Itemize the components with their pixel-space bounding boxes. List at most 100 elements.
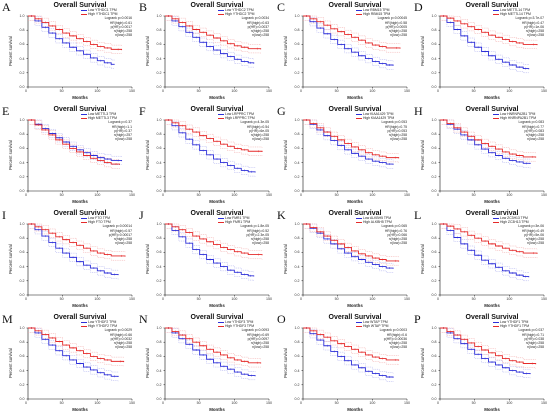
x-tick-label: 100 bbox=[369, 401, 376, 405]
legend-entry: High ZC3H13 TPM bbox=[493, 220, 545, 224]
y-axis-label: Percent survival bbox=[283, 348, 288, 378]
y-tick-label: 1.0 bbox=[156, 326, 162, 330]
panel-c: 0.0 0.2 0.4 0.6 0.8 1.0 0 50 100 150 C Overall Surv… bbox=[275, 0, 412, 104]
y-axis-label: Percent survival bbox=[145, 140, 150, 170]
series-line-low bbox=[165, 327, 256, 377]
series-line-high bbox=[28, 119, 120, 165]
legend-entry: High LRPPRC TPM bbox=[218, 116, 270, 120]
legend-label: Low ZC3H13 TPM bbox=[500, 216, 528, 220]
stat-line: p(HR)=0.066 bbox=[387, 232, 407, 237]
panel-i: 0.0 0.2 0.4 0.6 0.8 1.0 0 50 100 150 I Overall Surv… bbox=[0, 208, 137, 312]
panel-letter: E bbox=[2, 104, 10, 118]
y-tick-label: 0.0 bbox=[19, 397, 25, 401]
stat-line: n(low)=258 bbox=[115, 241, 132, 246]
legend-entry: High METTL14 TPM bbox=[493, 12, 545, 16]
x-tick-label: 0 bbox=[300, 193, 302, 197]
panel-f: 0.0 0.2 0.4 0.6 0.8 1.0 0 50 100 150 F Overall Surv… bbox=[137, 104, 274, 208]
confidence-band-low bbox=[440, 228, 529, 282]
y-tick-label: 0.2 bbox=[156, 174, 162, 179]
legend-entry: High ALKBH5 TPM bbox=[356, 220, 408, 224]
confidence-band-high bbox=[28, 332, 124, 367]
stat-line: n(high)=258 bbox=[250, 237, 269, 242]
confidence-band-low bbox=[303, 223, 394, 265]
legend-label: Low YTHDC2 TPM bbox=[225, 8, 254, 12]
x-axis-label: Months bbox=[484, 95, 500, 100]
survival-plot bbox=[301, 327, 408, 401]
legend-swatch bbox=[81, 321, 87, 323]
stat-line: n(low)=258 bbox=[115, 137, 132, 142]
y-tick-label: 0.4 bbox=[156, 264, 162, 269]
stat-line: n(high)=258 bbox=[388, 237, 407, 242]
series-line-low bbox=[28, 223, 119, 276]
legend-swatch bbox=[493, 117, 499, 119]
legend: Low ZC3H13 TPM High ZC3H13 TPM Logrank p=3… bbox=[493, 216, 545, 245]
stat-line: n(low)=258 bbox=[527, 33, 544, 38]
x-tick-label: 100 bbox=[231, 401, 238, 405]
legend-swatch bbox=[493, 13, 499, 15]
x-tick-label: 150 bbox=[129, 401, 135, 405]
series-line-low bbox=[303, 327, 394, 378]
legend-entry: Low YTHDC2 TPM bbox=[218, 8, 270, 12]
y-tick-label: 0.4 bbox=[156, 160, 162, 165]
stat-line: Logrank p=0.065 bbox=[381, 224, 407, 229]
confidence-band-high bbox=[440, 15, 538, 41]
x-tick-label: 0 bbox=[437, 297, 439, 301]
panel-a: 0.0 0.2 0.4 0.6 0.8 1.0 0 50 100 150 A Overall Surv… bbox=[0, 0, 137, 104]
stat-line: p(HR)=6e-05 bbox=[249, 128, 269, 133]
y-tick-label: 0.4 bbox=[19, 56, 25, 61]
y-axis-label: Percent survival bbox=[283, 244, 288, 274]
stat-line: n(low)=258 bbox=[390, 241, 407, 246]
x-axis-label: Months bbox=[209, 95, 225, 100]
legend-swatch bbox=[356, 321, 362, 323]
y-tick-label: 1.0 bbox=[19, 14, 25, 18]
confidence-band-low bbox=[165, 332, 256, 381]
confidence-band-high bbox=[440, 332, 536, 369]
confidence-band-low bbox=[303, 124, 394, 169]
legend-swatch bbox=[493, 221, 499, 223]
x-tick-label: 150 bbox=[129, 89, 135, 93]
panel-e: 0.0 0.2 0.4 0.6 0.8 1.0 0 50 100 150 E Overall Surv… bbox=[0, 104, 137, 208]
x-tick-label: 100 bbox=[369, 193, 376, 197]
series-line-high bbox=[28, 327, 125, 363]
y-tick-label: 0.0 bbox=[19, 85, 25, 89]
stat-line: n(high)=258 bbox=[388, 341, 407, 346]
legend: Low HNRNPA2B1 TPM High HNRNPA2B1 TPM Logra… bbox=[493, 112, 545, 141]
panel-letter: H bbox=[414, 104, 423, 118]
x-axis-label: Months bbox=[72, 407, 88, 412]
confidence-band-low bbox=[303, 327, 394, 374]
series-line-high bbox=[440, 327, 537, 365]
legend-label: High ZC3H13 TPM bbox=[500, 220, 529, 225]
x-tick-label: 150 bbox=[266, 297, 272, 301]
x-tick-label: 150 bbox=[541, 297, 547, 301]
y-tick-label: 0.0 bbox=[294, 397, 300, 401]
survival-plot bbox=[438, 223, 545, 297]
legend-entry: High YTHDF3 TPM bbox=[218, 324, 270, 328]
y-tick-label: 0.4 bbox=[19, 368, 25, 373]
y-tick-label: 0.6 bbox=[156, 146, 162, 151]
confidence-band-low bbox=[28, 223, 119, 271]
confidence-band-low bbox=[165, 20, 254, 68]
stat-line: n(low)=258 bbox=[390, 137, 407, 142]
confidence-band-low bbox=[28, 20, 115, 69]
y-tick-label: 0.4 bbox=[294, 56, 300, 61]
series-line-high bbox=[440, 119, 537, 158]
confidence-band-high bbox=[28, 228, 126, 261]
stat-line: Logrank p=0.0034 bbox=[241, 16, 269, 21]
legend-swatch bbox=[218, 117, 224, 119]
legend-swatch bbox=[81, 13, 87, 15]
stat-line: n(high)=258 bbox=[113, 237, 132, 242]
survival-plot bbox=[26, 223, 133, 297]
x-tick-label: 150 bbox=[266, 193, 272, 197]
confidence-band-high bbox=[165, 124, 263, 157]
y-tick-label: 0.4 bbox=[431, 160, 437, 165]
legend-label: Low METTL3 TPM bbox=[88, 112, 117, 116]
x-axis-label: Months bbox=[72, 303, 88, 308]
panel-title: Overall Survival bbox=[465, 210, 519, 217]
legend-entry: Low LRPPRC TPM bbox=[218, 112, 270, 116]
y-tick-label: 0.2 bbox=[19, 174, 25, 179]
y-tick-label: 0.6 bbox=[431, 146, 437, 151]
x-axis-label: Months bbox=[72, 95, 88, 100]
legend-entry: Low YTHDF3 TPM bbox=[218, 320, 270, 324]
confidence-band-low bbox=[440, 20, 529, 74]
y-tick-label: 1.0 bbox=[19, 118, 25, 122]
